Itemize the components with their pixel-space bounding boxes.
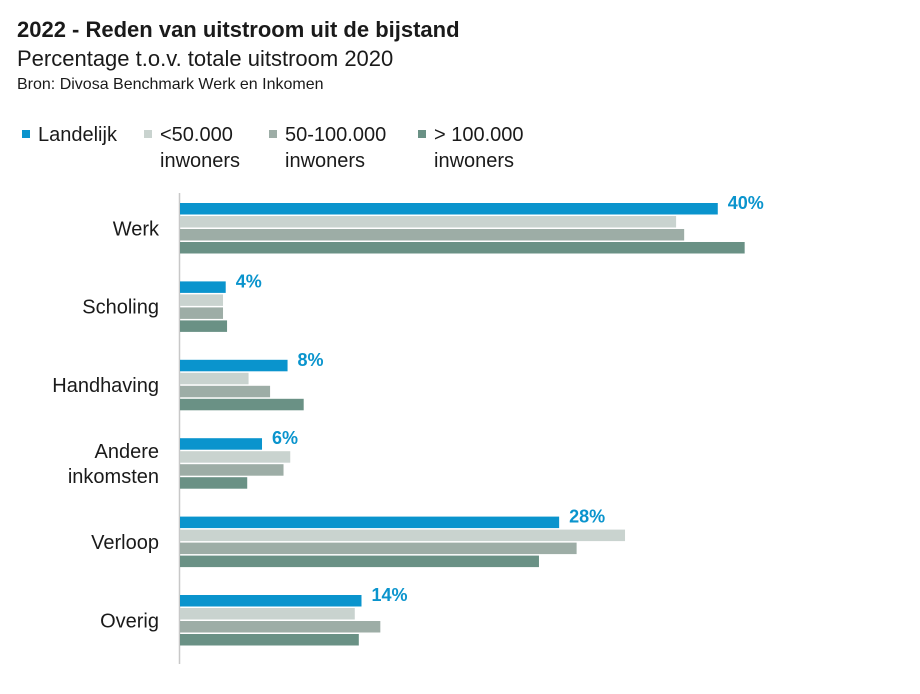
data-label: 28% [569, 507, 605, 527]
bar-gt-100000 [180, 398, 304, 411]
bar-landelijk [180, 438, 263, 450]
category-label: Handhaving [52, 375, 159, 397]
bar-gt-100000 [180, 477, 248, 489]
category-label: Overig [100, 610, 159, 632]
bar-landelijk [180, 516, 560, 529]
data-label: 8% [298, 350, 324, 370]
bar-landelijk [180, 281, 226, 293]
legend-item-landelijk: Landelijk [22, 122, 158, 148]
legend-swatch-gt-100000 [418, 130, 426, 138]
bar-lt-50000 [180, 608, 355, 620]
bar-50-100000 [180, 385, 271, 398]
bar-lt-50000 [180, 529, 626, 542]
legend-item-gt-100000: > 100.000 inwoners [418, 122, 554, 174]
bar-50-100000 [180, 229, 685, 241]
category-label: Werk [113, 218, 160, 240]
bar-lt-50000 [180, 216, 677, 228]
bar-50-100000 [180, 464, 284, 476]
legend-swatch-landelijk [22, 130, 30, 138]
bar-gt-100000 [180, 320, 228, 332]
legend-item-50-100000: 50-100.000 inwoners [269, 122, 405, 174]
legend-item-lt-50000: <50.000 inwoners [144, 122, 280, 174]
legend-swatch-50-100000 [269, 130, 277, 138]
data-label: 40% [728, 193, 764, 213]
bar-50-100000 [180, 307, 224, 319]
bar-lt-50000 [180, 451, 291, 463]
data-label: 14% [372, 585, 408, 605]
data-label: 4% [236, 271, 262, 291]
category-label: Scholing [82, 297, 159, 319]
legend-label-landelijk: Landelijk [38, 124, 117, 146]
legend-label-50-100000: 50-100.000 inwoners [285, 124, 387, 172]
data-label: 6% [272, 428, 298, 448]
bar-landelijk [180, 359, 288, 372]
chart-source: Bron: Divosa Benchmark Werk en Inkomen [17, 76, 324, 93]
bar-landelijk [180, 595, 362, 607]
legend-label-lt-50000: <50.000 inwoners [160, 124, 241, 172]
bar-50-100000 [180, 542, 577, 555]
bar-gt-100000 [180, 634, 359, 646]
bar-landelijk [180, 203, 718, 215]
legend-swatch-lt-50000 [144, 130, 152, 138]
category-label: Verloop [91, 532, 159, 554]
bar-lt-50000 [180, 372, 249, 385]
bar-gt-100000 [180, 555, 539, 568]
bar-50-100000 [180, 621, 381, 633]
category-label: Andere inkomsten [68, 441, 159, 488]
bar-gt-100000 [180, 242, 745, 254]
chart-subtitle: Percentage t.o.v. totale uitstroom 2020 [17, 46, 394, 71]
legend-label-gt-100000: > 100.000 inwoners [434, 124, 524, 172]
bar-lt-50000 [180, 294, 224, 306]
legend: Landelijk <50.000 inwoners 50-100.000 in… [22, 122, 582, 176]
chart-title: 2022 - Reden van uitstroom uit de bijsta… [17, 17, 460, 42]
